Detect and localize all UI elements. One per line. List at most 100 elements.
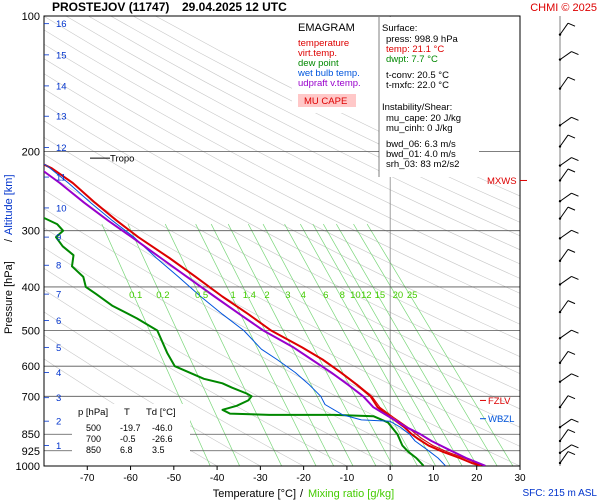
mixing-ratio-line [353, 223, 498, 466]
wind-barb [558, 395, 576, 409]
table-cell: 500 [86, 423, 101, 433]
pressure-label: 700 [22, 391, 40, 403]
barb-dot [558, 58, 562, 61]
barb-dot [558, 179, 562, 182]
barb-staff [559, 418, 572, 428]
wind-barb [558, 76, 576, 90]
barb-staff [559, 168, 569, 181]
barb-feather [571, 373, 579, 378]
wind-barb [558, 116, 579, 127]
wind-barb [558, 157, 579, 167]
barb-dot [558, 310, 562, 314]
altitude-label: 2 [56, 417, 61, 428]
legend-item-updraft: udpraft v.temp. [298, 78, 361, 89]
barb-feather [571, 229, 579, 234]
barb-staff [559, 249, 569, 262]
x-tick-label: 30 [514, 473, 526, 484]
wind-barb [558, 444, 579, 455]
barb-staff [559, 444, 572, 454]
instability-title: Instability/Shear: [382, 102, 452, 113]
barb-dot [558, 439, 562, 443]
dry-adiabat [44, 73, 520, 325]
barb-feather [567, 429, 576, 434]
barb-dot [558, 33, 562, 36]
table-row: 500 -19.7 -46.0 [86, 423, 173, 433]
barb-feather [567, 248, 576, 253]
mixing-ratio-line [101, 223, 211, 466]
pressure-label: 100 [22, 11, 40, 23]
wind-barb [558, 429, 576, 443]
y-axis-title: Pressure [hPa] [3, 261, 15, 334]
barb-staff [559, 329, 572, 339]
table-row: 850 6.8 3.5 [86, 445, 165, 455]
mixing-ratio-label: 4 [301, 290, 306, 301]
altitude-label: 5 [56, 343, 61, 354]
barb-feather [571, 418, 579, 423]
barb-dot [558, 237, 562, 240]
barb-feather [567, 300, 576, 305]
dry-adiabat [44, 136, 520, 392]
mixing-ratio-label: 20 [393, 290, 404, 301]
barb-feather [567, 206, 576, 211]
mixing-ratio-line [284, 223, 418, 466]
mixing-ratio-line [366, 223, 514, 466]
altitude-label: 15 [56, 50, 67, 61]
barb-feather [567, 350, 576, 355]
pressure-label: 400 [22, 282, 40, 294]
fzlv-label: FZLV [488, 396, 511, 407]
mixing-ratio-line [127, 223, 240, 466]
x-tick-label: -30 [253, 473, 268, 484]
barb-staff [559, 429, 569, 442]
x-tick-label: -50 [167, 473, 182, 484]
mxws-label: MXWS [487, 176, 517, 187]
mixing-ratio-line [300, 223, 436, 466]
barb-feather [571, 275, 579, 280]
instability-bwd06: bwd_06: 6.3 m/s [386, 139, 456, 150]
wind-barb [558, 418, 579, 429]
surface-tconv: t-conv: 20.5 °C [386, 70, 449, 81]
legend-item-temperature: temperature [298, 38, 349, 49]
barb-staff [559, 206, 569, 219]
altitude-label: 9 [56, 233, 61, 244]
mu-cape-label: MU CAPE [304, 96, 347, 107]
barb-feather [571, 116, 579, 121]
mixing-ratio-label: 0.2 [156, 290, 169, 301]
series-virt-temp [44, 163, 485, 466]
wind-barb [558, 350, 576, 365]
dry-adiabat [44, 154, 520, 410]
instability-bwd01: bwd_01: 4.0 m/s [386, 149, 456, 160]
altitude-label: 4 [56, 368, 61, 379]
dry-adiabat [88, 16, 520, 237]
barb-staff [559, 276, 572, 285]
barb-staff [559, 76, 569, 89]
x-tick-label: 0 [387, 473, 393, 484]
mixing-ratio-label: 0.1 [129, 290, 142, 301]
altitude-label: 8 [56, 261, 61, 272]
altitude-label: 11 [56, 173, 66, 184]
barb-dot [558, 217, 562, 220]
altitude-label: 13 [56, 112, 67, 123]
mixing-ratio-label: 12 [361, 290, 372, 301]
barb-staff [559, 134, 569, 147]
instability-srh03: srh_03: 83 m2/s2 [386, 159, 459, 170]
barb-dot [558, 164, 562, 167]
series-dew-point [44, 216, 425, 466]
altitude-label: 1 [56, 441, 61, 452]
barb-staff [559, 300, 569, 313]
dry-adiabat [65, 16, 520, 251]
tropopause-label: Tropo [110, 154, 134, 165]
table-cell: 850 [86, 445, 101, 455]
table-cell: 6.8 [120, 445, 133, 455]
mixing-ratio-line [195, 223, 317, 466]
wind-barb [558, 300, 576, 314]
instability-mucinh: mu_cinh: 0 J/kg [386, 123, 453, 134]
x-tick-label: -70 [80, 473, 95, 484]
dry-adiabat [44, 171, 520, 428]
data-table-bg [72, 404, 190, 456]
mixing-ratio-label: 6 [323, 290, 328, 301]
mixing-ratio-label: 1 [231, 290, 236, 301]
barb-feather [567, 168, 576, 173]
pressure-label: 300 [22, 226, 40, 238]
barb-staff [559, 395, 569, 408]
barb-feather [571, 444, 579, 449]
